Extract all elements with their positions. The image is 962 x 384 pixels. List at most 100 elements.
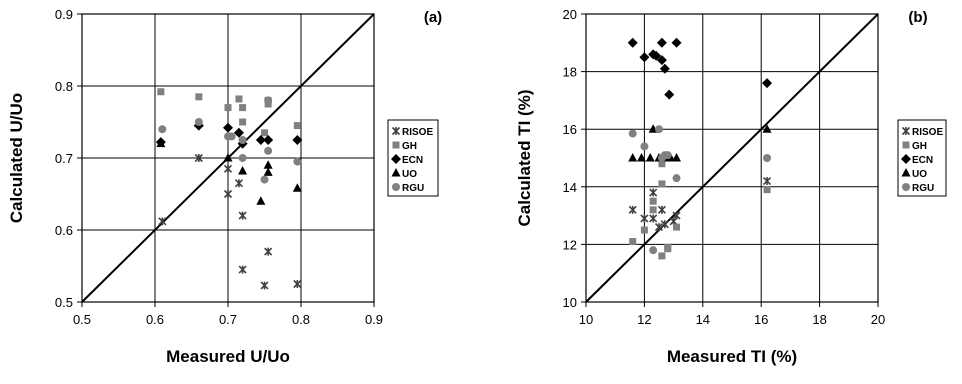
- data-point: [629, 238, 637, 246]
- data-point: [763, 154, 772, 162]
- data-point: [263, 167, 273, 176]
- data-point: [649, 214, 658, 223]
- data-point: [292, 135, 303, 145]
- data-point: [640, 214, 649, 223]
- data-point: [238, 154, 247, 162]
- data-point: [227, 132, 236, 141]
- series-uo: [156, 118, 302, 205]
- ticks: 10 12 14 16 18 20 10 12 14 16 18 20: [563, 7, 886, 327]
- data-point: [649, 197, 657, 205]
- data-point: [672, 153, 682, 162]
- x-tick-label: 0.8: [292, 312, 310, 327]
- y-tick-label: 0.5: [55, 295, 73, 310]
- series-uo: [628, 124, 772, 162]
- data-point: [261, 129, 268, 137]
- data-point: [628, 205, 637, 214]
- series-risoe: [158, 153, 302, 290]
- x-tick-label: 20: [871, 312, 885, 327]
- y-tick-label: 0.6: [55, 223, 73, 238]
- legend-entry-rgu: RGU: [902, 183, 934, 194]
- data-point: [672, 174, 681, 183]
- legend-marker: [391, 154, 401, 164]
- legend-label: RISOE: [912, 127, 943, 138]
- data-point: [194, 153, 203, 163]
- data-point: [651, 50, 662, 61]
- data-point: [762, 124, 772, 133]
- data-point: [763, 186, 771, 194]
- data-point: [649, 246, 658, 255]
- legend-entry-ecn: ECN: [901, 154, 933, 166]
- x-tick-label: 12: [637, 312, 651, 327]
- data-point: [659, 63, 670, 74]
- data-point: [158, 125, 167, 134]
- panel-label: (b): [908, 9, 927, 26]
- data-point: [639, 52, 650, 63]
- legend-label: RGU: [912, 183, 934, 194]
- data-point: [260, 281, 269, 290]
- data-point: [224, 104, 232, 112]
- x-axis-label: Measured U/Uo: [166, 347, 290, 366]
- panel-a: 0.5 0.6 0.7 0.8 0.9 0.5 0.6 0.7 0.8 0.9 Measured U…: [7, 7, 442, 366]
- data-point: [656, 55, 667, 66]
- legend-marker: [901, 168, 911, 177]
- data-point: [239, 104, 247, 112]
- data-point: [264, 247, 273, 256]
- legend-entry-uo: UO: [391, 168, 417, 180]
- data-point: [640, 142, 649, 151]
- data-point: [156, 138, 166, 148]
- series-gh: [629, 160, 771, 260]
- data-point: [264, 146, 273, 155]
- series-ecn: [627, 37, 773, 100]
- y-tick-label: 18: [563, 65, 577, 80]
- x-tick-label: 18: [812, 312, 826, 327]
- x-tick-label: 0.5: [73, 312, 91, 327]
- data-point: [663, 151, 672, 160]
- x-axis-label: Measured TI (%): [667, 347, 797, 366]
- data-point: [649, 206, 657, 214]
- data-point: [195, 93, 203, 101]
- ticks: 0.5 0.6 0.7 0.8 0.9 0.5 0.6 0.7 0.8 0.9: [55, 7, 383, 327]
- legend-marker: [901, 126, 911, 136]
- legend-entry-gh: GH: [392, 141, 417, 152]
- data-point: [234, 179, 244, 188]
- data-point: [657, 205, 666, 214]
- data-point: [658, 252, 666, 260]
- legend-marker: [902, 141, 910, 149]
- legend-label: ECN: [912, 155, 933, 166]
- x-tick-label: 10: [579, 312, 593, 327]
- data-point: [664, 245, 672, 253]
- x-tick-label: 16: [754, 312, 768, 327]
- data-point: [238, 136, 247, 144]
- y-tick-label: 0.9: [55, 7, 73, 22]
- y-axis-label: Calculated U/Uo: [7, 93, 26, 223]
- data-point: [671, 37, 682, 48]
- panel-b: 10 12 14 16 18 20 10 12 14 16 18 20 Measured TI (%) C…: [515, 7, 947, 366]
- data-point: [264, 96, 273, 105]
- legend-label: UO: [912, 169, 927, 180]
- data-point: [293, 157, 302, 166]
- data-point: [260, 175, 269, 184]
- x-tick-label: 0.9: [365, 312, 383, 327]
- data-point: [263, 135, 274, 145]
- legend-marker: [391, 126, 401, 136]
- data-point: [645, 153, 655, 162]
- data-point: [660, 220, 669, 229]
- x-tick-label: 0.6: [146, 312, 164, 327]
- y-tick-label: 16: [563, 122, 577, 137]
- legend-marker: [391, 168, 401, 177]
- data-point: [255, 135, 266, 145]
- legend-entry-uo: UO: [901, 168, 927, 180]
- data-point: [649, 188, 658, 197]
- legend: RISOE GH ECN UO RGU: [387, 119, 439, 197]
- data-point: [628, 129, 637, 138]
- data-point: [640, 226, 648, 234]
- legend: RISOE GH ECN UO RGU: [897, 119, 947, 197]
- data-point: [673, 223, 681, 231]
- data-point: [664, 89, 675, 100]
- y-axis-label: Calculated TI (%): [515, 90, 534, 227]
- data-point: [655, 125, 663, 134]
- data-point: [238, 211, 247, 220]
- legend-entry-ecn: ECN: [391, 154, 423, 166]
- data-point: [233, 127, 244, 138]
- data-point: [223, 122, 233, 133]
